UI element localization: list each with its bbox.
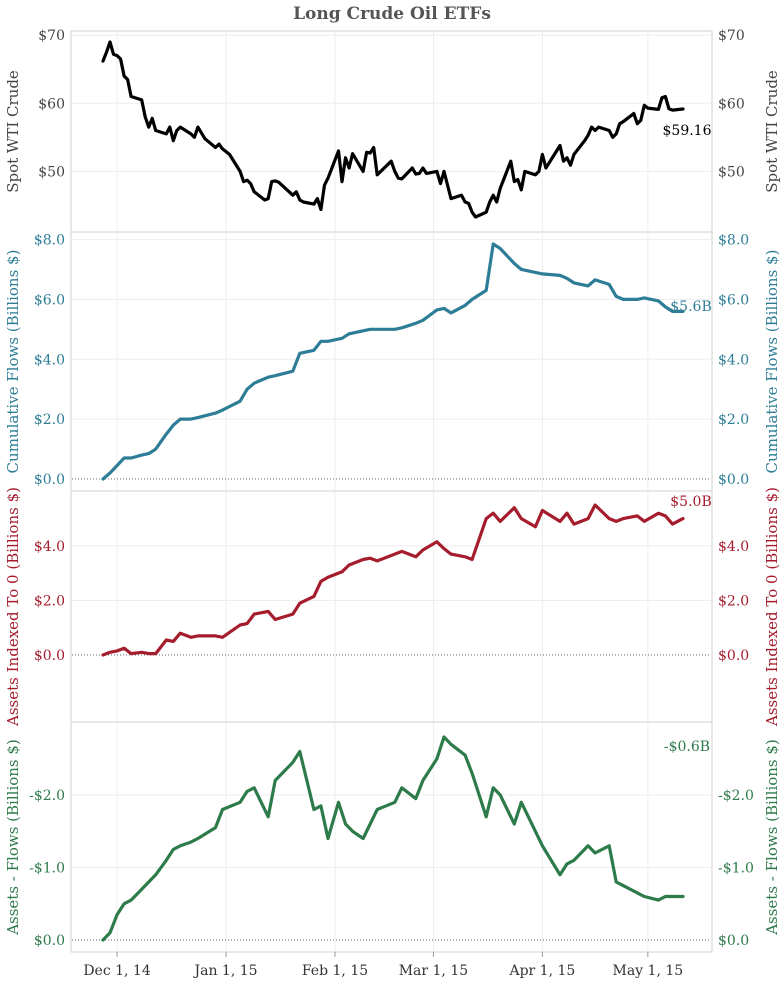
y-axis-title-right: Assets Indexed To 0 (Billions $) [763, 487, 781, 727]
y-tick-label-right: -$2.0 [718, 788, 754, 804]
y-tick-label-right: $50 [718, 164, 745, 180]
panel-frame [70, 490, 713, 723]
y-tick-label-left: -$2.0 [29, 788, 65, 804]
y-tick-label-left: $4.0 [34, 539, 65, 555]
y-axis-title-right: Assets - Flows (Billions $) [763, 739, 781, 936]
y-tick-label-right: $2.0 [718, 412, 749, 428]
panel-3: $4.0 $4.0 $2.0 $2.0 $0.0 $0.0 Assets Indexed T… [4, 487, 781, 727]
end-value-label: $5.0B [670, 494, 711, 510]
end-value-label: $5.6B [670, 299, 711, 315]
x-tick-label: Apr 1, 15 [508, 963, 575, 979]
y-tick-label-left: $50 [38, 164, 65, 180]
panel-4: $0.0 $0.0 -$1.0 -$1.0 -$2.0 -$2.0 Assets - Flo… [4, 721, 781, 953]
y-tick-label-right: $0.0 [718, 648, 749, 664]
y-tick-label-left: -$1.0 [29, 861, 65, 877]
y-tick-label-right: $4.0 [718, 352, 749, 368]
end-value-label: $59.16 [663, 123, 712, 139]
series-line [101, 242, 685, 481]
end-value-label: -$0.6B [664, 739, 710, 755]
y-tick-label-left: $2.0 [34, 412, 65, 428]
y-tick-label-right: $60 [718, 96, 745, 112]
y-tick-label-right: -$1.0 [718, 861, 754, 877]
x-axis: Dec 1, 14 Jan 1, 15 Feb 1, 15 Mar 1, 15 Apr … [83, 952, 683, 979]
y-axis-title-left: Assets - Flows (Billions $) [4, 739, 22, 936]
y-tick-label-left: $8.0 [34, 233, 65, 249]
y-tick-label-left: $0.0 [34, 933, 65, 949]
y-axis-title-right: Cumulative Flows (Billions $) [763, 250, 781, 474]
x-tick-label: Dec 1, 14 [83, 963, 151, 979]
series-line [101, 735, 685, 942]
y-axis-title-left: Assets Indexed To 0 (Billions $) [4, 487, 22, 727]
y-axis-title-left: Cumulative Flows (Billions $) [4, 250, 22, 474]
chart-panels: $70 $70 $60 $60 $50 $50 Spot WTI Crude Spot WTI… [4, 28, 781, 953]
panel-1: $70 $70 $60 $60 $50 $50 Spot WTI Crude Spot WTI… [4, 28, 781, 233]
y-tick-label-left: $2.0 [34, 593, 65, 609]
x-tick-label: Feb 1, 15 [302, 963, 368, 979]
y-tick-label-right: $4.0 [718, 539, 749, 555]
y-tick-label-right: $70 [718, 28, 745, 44]
y-tick-label-left: $0.0 [34, 648, 65, 664]
y-axis-title-right: Spot WTI Crude [763, 70, 781, 193]
panel-2: $8.0 $8.0 $6.0 $6.0 $4.0 $4.0 $2.0 $2.0 $0.0 $0.0… [4, 231, 781, 492]
series-line [101, 40, 685, 219]
x-tick-label: Mar 1, 15 [399, 963, 468, 979]
y-axis-title-left: Spot WTI Crude [4, 70, 22, 193]
panel-frame [70, 721, 713, 953]
y-tick-label-right: $8.0 [718, 233, 749, 249]
y-tick-label-right: $0.0 [718, 933, 749, 949]
y-tick-label-left: $4.0 [34, 352, 65, 368]
y-tick-label-left: $0.0 [34, 472, 65, 488]
panel-frame [70, 231, 713, 492]
y-tick-label-right: $2.0 [718, 593, 749, 609]
x-tick-label: May 1, 15 [613, 963, 684, 979]
y-tick-label-left: $60 [38, 96, 65, 112]
y-tick-label-left: $70 [38, 28, 65, 44]
series-line [101, 503, 685, 657]
chart-title: Long Crude Oil ETFs [293, 4, 491, 24]
x-tick-label: Jan 1, 15 [192, 963, 257, 979]
y-tick-label-right: $6.0 [718, 292, 749, 308]
y-tick-label-right: $0.0 [718, 472, 749, 488]
y-tick-label-left: $6.0 [34, 292, 65, 308]
